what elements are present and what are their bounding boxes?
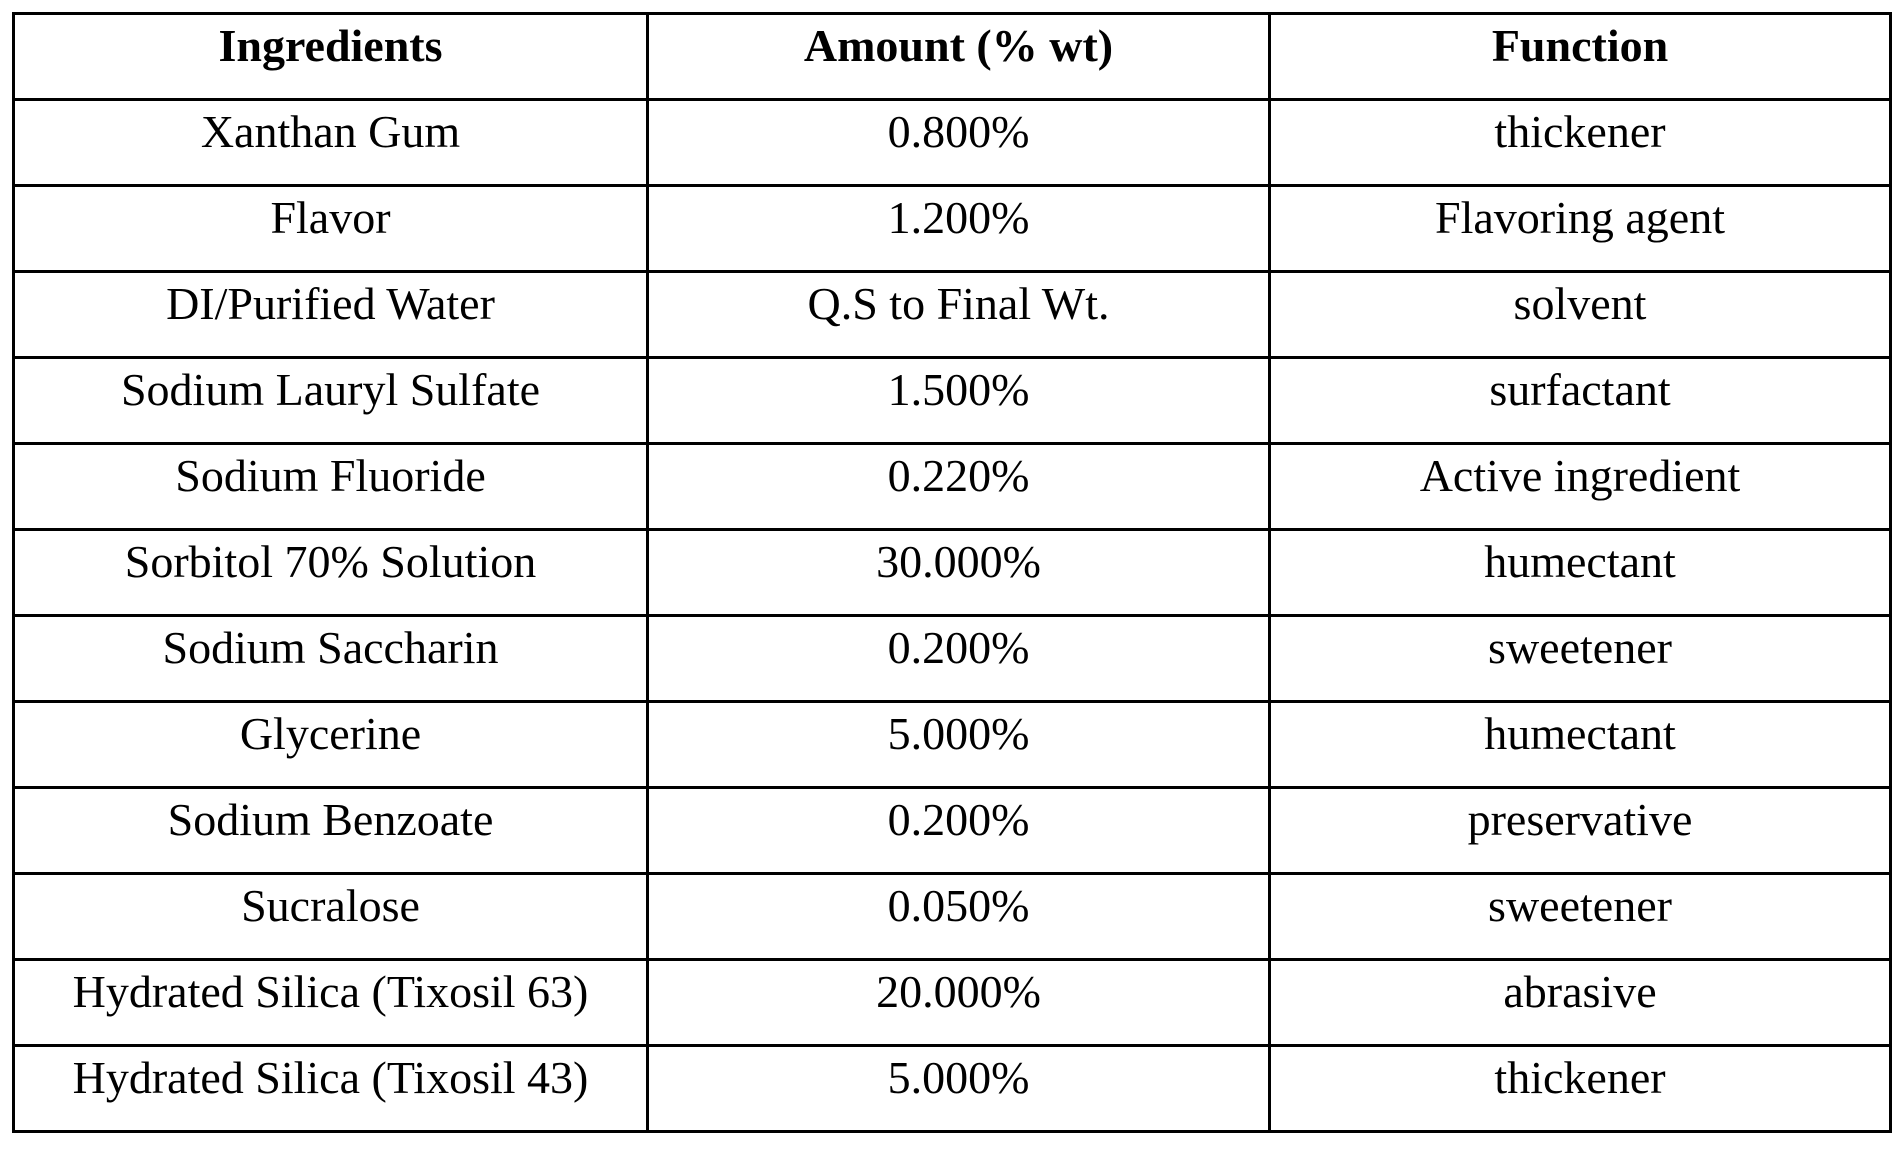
amount-cell: Q.S to Final Wt. <box>646 270 1271 359</box>
table-row: Sodium Lauryl Sulfate 1.500% surfactant <box>12 356 1892 445</box>
amount-cell: 0.050% <box>646 872 1271 961</box>
ingredient-cell: Flavor <box>12 184 649 273</box>
function-cell: Flavoring agent <box>1268 184 1892 273</box>
amount-cell: 1.200% <box>646 184 1271 273</box>
table-row: Flavor 1.200% Flavoring agent <box>12 184 1892 273</box>
ingredient-cell: Sodium Saccharin <box>12 614 649 703</box>
table-row: Sucralose 0.050% sweetener <box>12 872 1892 961</box>
ingredient-cell: Hydrated Silica (Tixosil 63) <box>12 958 649 1047</box>
header-row: Ingredients Amount (% wt) Function <box>12 12 1892 101</box>
function-cell: sweetener <box>1268 614 1892 703</box>
header-function: Function <box>1268 12 1892 101</box>
function-cell: solvent <box>1268 270 1892 359</box>
table-row: Sodium Fluoride 0.220% Active ingredient <box>12 442 1892 531</box>
amount-cell: 0.800% <box>646 98 1271 187</box>
ingredient-cell: Xanthan Gum <box>12 98 649 187</box>
amount-cell: 30.000% <box>646 528 1271 617</box>
amount-cell: 20.000% <box>646 958 1271 1047</box>
table-row: Sodium Saccharin 0.200% sweetener <box>12 614 1892 703</box>
ingredient-cell: DI/Purified Water <box>12 270 649 359</box>
table-row: Sorbitol 70% Solution 30.000% humectant <box>12 528 1892 617</box>
table-row: Xanthan Gum 0.800% thickener <box>12 98 1892 187</box>
function-cell: sweetener <box>1268 872 1892 961</box>
table-row: DI/Purified Water Q.S to Final Wt. solve… <box>12 270 1892 359</box>
header-ingredients: Ingredients <box>12 12 649 101</box>
ingredient-cell: Hydrated Silica (Tixosil 43) <box>12 1044 649 1133</box>
ingredients-table-container: Ingredients Amount (% wt) Function Xanth… <box>12 12 1892 1133</box>
ingredient-cell: Glycerine <box>12 700 649 789</box>
function-cell: Active ingredient <box>1268 442 1892 531</box>
header-amount: Amount (% wt) <box>646 12 1271 101</box>
amount-cell: 5.000% <box>646 700 1271 789</box>
table-row: Hydrated Silica (Tixosil 63) 20.000% abr… <box>12 958 1892 1047</box>
amount-cell: 0.200% <box>646 614 1271 703</box>
function-cell: thickener <box>1268 98 1892 187</box>
function-cell: humectant <box>1268 528 1892 617</box>
ingredient-cell: Sucralose <box>12 872 649 961</box>
table-row: Glycerine 5.000% humectant <box>12 700 1892 789</box>
ingredient-cell: Sodium Fluoride <box>12 442 649 531</box>
ingredient-cell: Sodium Benzoate <box>12 786 649 875</box>
amount-cell: 0.220% <box>646 442 1271 531</box>
amount-cell: 1.500% <box>646 356 1271 445</box>
function-cell: thickener <box>1268 1044 1892 1133</box>
amount-cell: 5.000% <box>646 1044 1271 1133</box>
table-row: Hydrated Silica (Tixosil 43) 5.000% thic… <box>12 1044 1892 1133</box>
table-body: Xanthan Gum 0.800% thickener Flavor 1.20… <box>12 98 1892 1133</box>
ingredient-cell: Sodium Lauryl Sulfate <box>12 356 649 445</box>
ingredient-cell: Sorbitol 70% Solution <box>12 528 649 617</box>
function-cell: preservative <box>1268 786 1892 875</box>
function-cell: surfactant <box>1268 356 1892 445</box>
table-header: Ingredients Amount (% wt) Function <box>12 12 1892 101</box>
amount-cell: 0.200% <box>646 786 1271 875</box>
ingredients-table: Ingredients Amount (% wt) Function Xanth… <box>12 12 1892 1133</box>
function-cell: humectant <box>1268 700 1892 789</box>
table-row: Sodium Benzoate 0.200% preservative <box>12 786 1892 875</box>
function-cell: abrasive <box>1268 958 1892 1047</box>
